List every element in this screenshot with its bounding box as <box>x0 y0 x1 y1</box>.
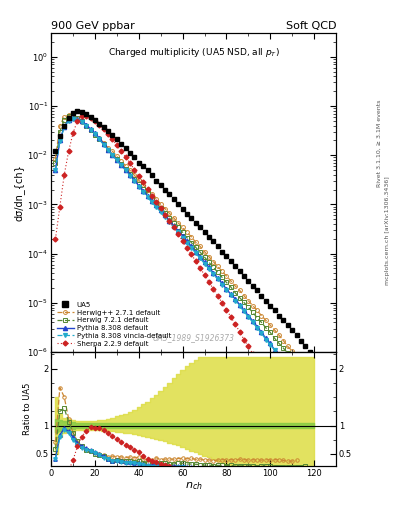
Text: Soft QCD: Soft QCD <box>286 20 336 31</box>
Text: Charged multiplicity (UA5 NSD, all $p_T$): Charged multiplicity (UA5 NSD, all $p_T$… <box>108 46 279 59</box>
X-axis label: $n_{ch}$: $n_{ch}$ <box>185 480 202 492</box>
Y-axis label: dσ/dn_{ch}: dσ/dn_{ch} <box>13 164 24 221</box>
Legend: UA5, Herwig++ 2.7.1 default, Herwig 7.2.1 default, Pythia 8.308 default, Pythia : UA5, Herwig++ 2.7.1 default, Herwig 7.2.… <box>55 300 173 349</box>
Text: UA5_1989_S1926373: UA5_1989_S1926373 <box>152 333 235 343</box>
Y-axis label: Ratio to UA5: Ratio to UA5 <box>24 383 32 435</box>
Text: mcplots.cern.ch [arXiv:1306.3436]: mcplots.cern.ch [arXiv:1306.3436] <box>385 176 389 285</box>
Text: Rivet 3.1.10, ≥ 3.1M events: Rivet 3.1.10, ≥ 3.1M events <box>377 100 382 187</box>
Text: 900 GeV ppbar: 900 GeV ppbar <box>51 20 135 31</box>
